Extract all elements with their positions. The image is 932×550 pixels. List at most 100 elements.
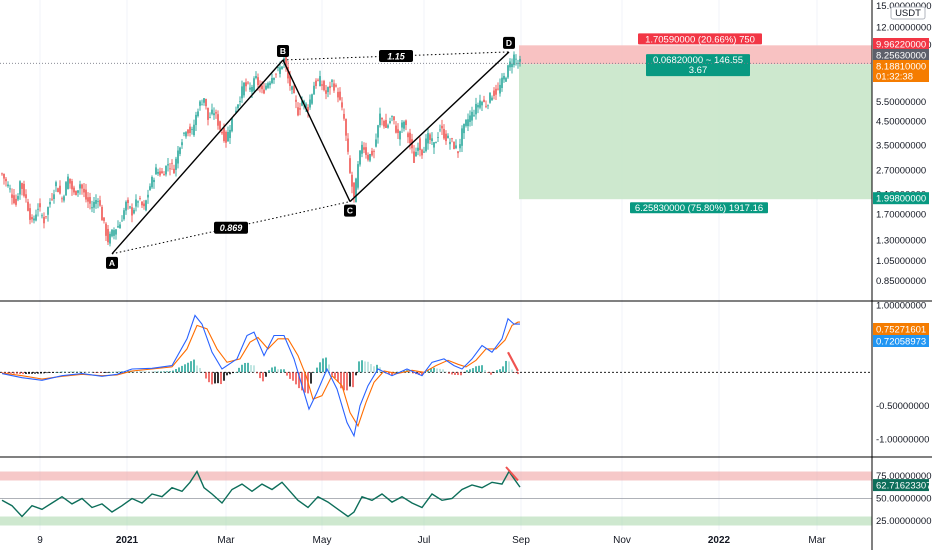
macd-histogram-bar	[412, 372, 414, 374]
currency-label-bg[interactable]	[890, 6, 926, 20]
candle-body	[133, 209, 135, 214]
candle-body	[19, 181, 21, 195]
pattern-leg	[111, 59, 284, 255]
candle-body	[39, 203, 41, 208]
candle-body	[173, 168, 175, 174]
macd-histogram-bar	[361, 360, 363, 373]
candle-body	[147, 194, 149, 198]
candle-body	[469, 115, 471, 122]
candle-body	[493, 90, 495, 96]
macd-histogram-bar	[298, 372, 300, 389]
rsi-overbought-band	[0, 471, 872, 481]
macd-histogram-bar	[238, 367, 240, 373]
candle-body	[419, 138, 421, 151]
candle-body	[401, 122, 403, 128]
candle-body	[473, 114, 475, 116]
candle-body	[225, 131, 227, 143]
histogram-value-tag-bg	[873, 366, 929, 379]
candle-body	[71, 181, 73, 190]
macd-value-tag: 0.72058973	[876, 337, 926, 348]
point-label-c[interactable]: C	[344, 204, 356, 217]
candle-body	[285, 55, 287, 68]
price-axis-label: 0.85000000	[876, 276, 926, 287]
rsi-value-tag: 62.71623307	[876, 481, 931, 492]
candle-body	[215, 112, 217, 114]
point-label-d[interactable]: D	[503, 36, 515, 49]
candle-body	[125, 201, 127, 211]
macd-histogram-bar	[214, 372, 216, 384]
candle-body	[313, 85, 315, 95]
candle-body	[113, 230, 115, 236]
candle-body	[239, 101, 241, 102]
candle-body	[79, 184, 81, 189]
candle-body	[163, 174, 165, 176]
candle-body	[385, 120, 387, 128]
time-axis-label: 2022	[708, 535, 731, 546]
macd-histogram-bar	[241, 364, 243, 373]
macd-histogram-bar	[511, 369, 513, 373]
macd-histogram-bar	[73, 371, 75, 373]
macd-histogram-bar	[259, 372, 261, 379]
abcd-harmonic-pattern[interactable]: 1.15 0.869 A B C D	[106, 36, 515, 269]
candle-body	[359, 150, 361, 165]
candle-body	[339, 91, 341, 100]
short-position-tool[interactable]: 1.70590000 (20.66%) 750 0.06820000 ~ 146.…	[519, 33, 872, 214]
candle-body	[155, 167, 157, 175]
candle-body	[301, 100, 303, 106]
macd-histogram-bar	[265, 372, 267, 377]
macd-histogram-bar	[442, 369, 444, 373]
macd-histogram-bar	[166, 371, 168, 373]
candle-body	[179, 147, 181, 154]
candle-body	[207, 107, 209, 120]
macd-histogram-bar	[142, 371, 144, 373]
macd-histogram-bar	[355, 372, 357, 376]
candle-body	[143, 203, 145, 207]
candle-body	[237, 104, 239, 109]
macd-histogram-bar	[331, 372, 333, 376]
candle-body	[371, 150, 373, 156]
candle-body	[5, 178, 7, 182]
candle-body	[299, 108, 301, 110]
macd-histogram-bar	[373, 366, 375, 373]
time-axis[interactable]: 9 2021 Mar May Jul Sep Nov 2022 Mar	[37, 535, 826, 546]
macd-axis-label: -1.00000000	[876, 434, 929, 445]
macd-histogram-bar	[484, 370, 486, 373]
macd-histogram-bar	[250, 365, 252, 373]
macd-histogram-bar	[478, 365, 480, 373]
last-price-tag: 8.25630000	[876, 51, 926, 62]
macd-histogram-bar	[427, 370, 429, 373]
candle-body	[251, 86, 253, 92]
candle-body	[1, 173, 3, 175]
ratio-label-ac: 0.869	[214, 221, 248, 234]
rsi-indicator	[0, 466, 872, 526]
macd-indicator	[0, 314, 872, 438]
candle-body	[417, 147, 419, 151]
point-label-a[interactable]: A	[106, 256, 118, 269]
candle-body	[511, 63, 513, 68]
candle-body	[37, 208, 39, 210]
macd-line	[1, 314, 520, 438]
candle-body	[343, 113, 345, 119]
candle-body	[441, 125, 443, 129]
candle-body	[129, 206, 131, 208]
take-profit-zone[interactable]	[519, 64, 872, 200]
candle-body	[187, 129, 189, 134]
price-axis-label: 2.70000000	[876, 165, 926, 176]
point-label-b[interactable]: B	[277, 44, 289, 57]
candle-body	[413, 151, 415, 163]
price-axis-label: 1.30000000	[876, 235, 926, 246]
candle-body	[151, 176, 153, 188]
currency-label[interactable]: USDT	[895, 8, 921, 19]
candle-body	[99, 200, 101, 206]
time-axis-label: May	[313, 535, 332, 546]
candle-body	[341, 102, 343, 108]
macd-histogram-bar	[100, 372, 102, 373]
candle-body	[361, 144, 363, 154]
candle-body	[253, 78, 255, 91]
macd-histogram-bar	[157, 371, 159, 373]
macd-histogram-bar	[316, 367, 318, 373]
time-axis-label: 9	[37, 535, 43, 546]
candle-body	[497, 88, 499, 90]
candle-body	[91, 207, 93, 209]
